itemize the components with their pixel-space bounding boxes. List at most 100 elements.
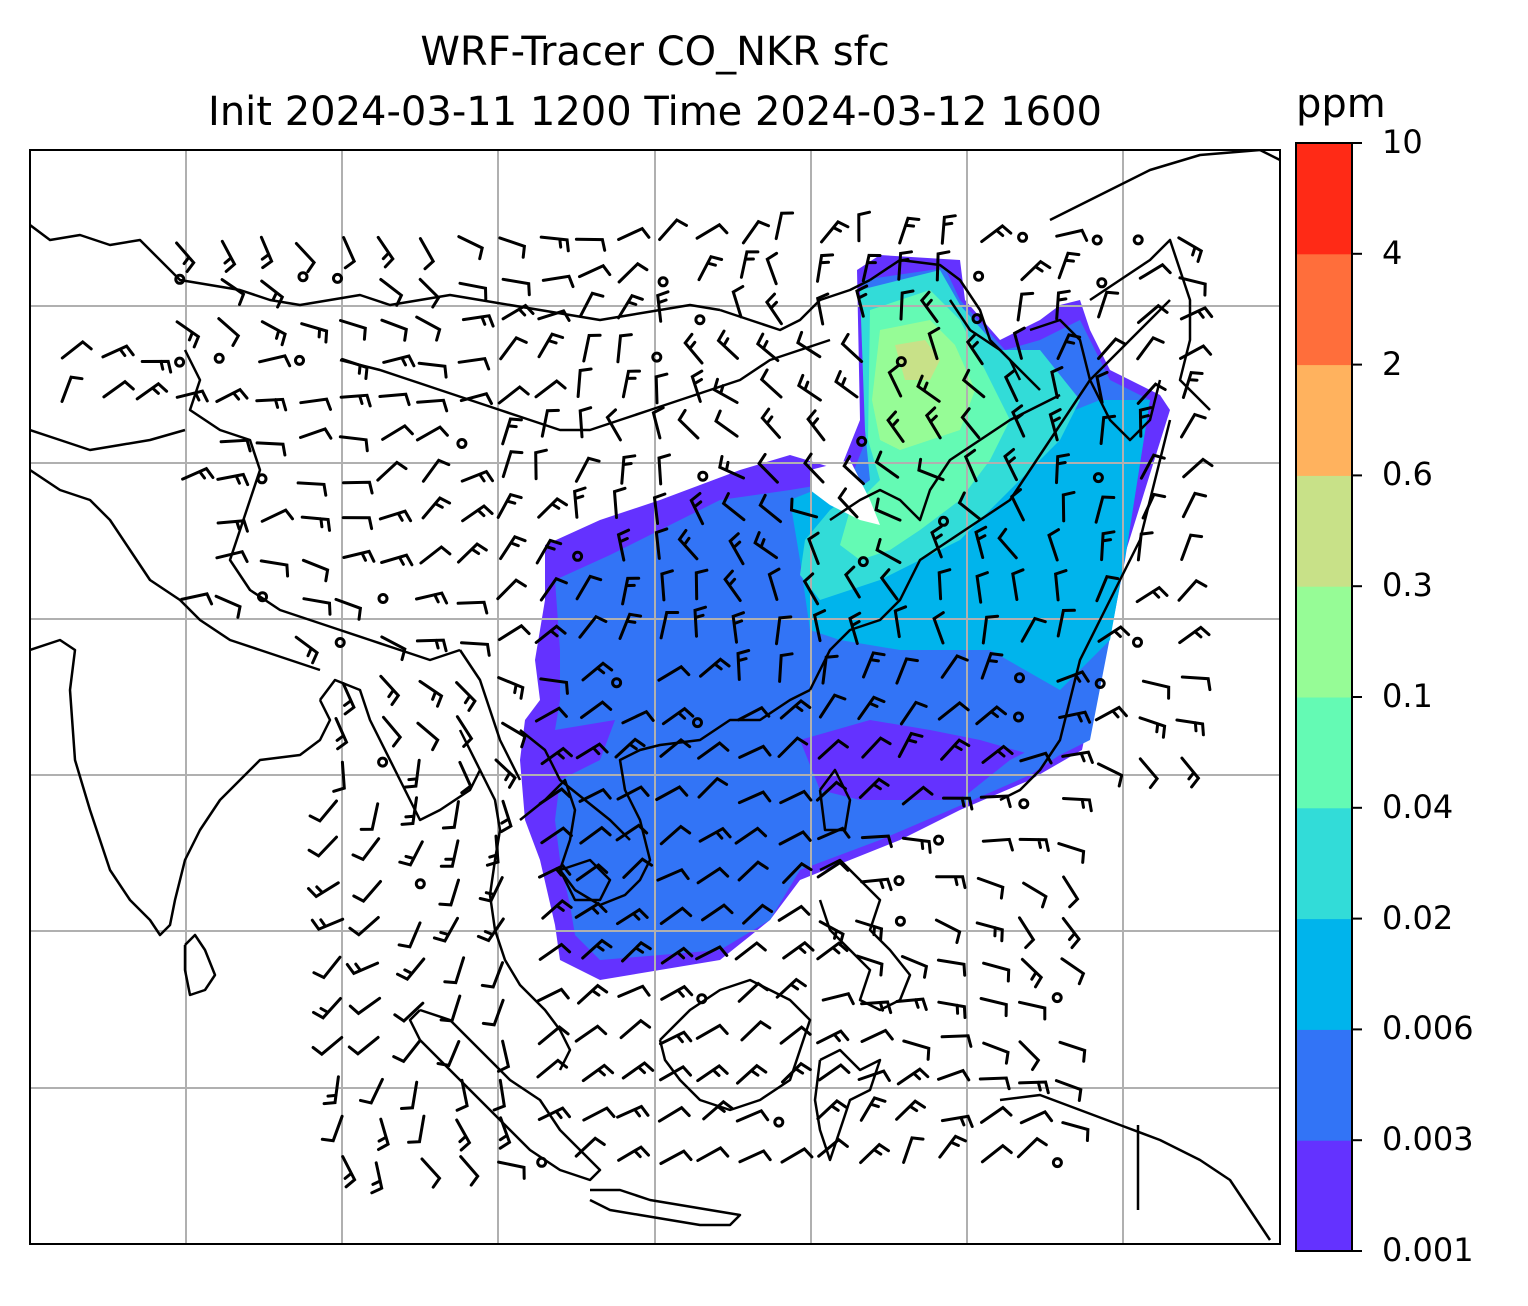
wind-barb [731,611,745,644]
wind-barb [407,1114,426,1144]
wind-barb [348,916,380,937]
wind-barb [377,1117,390,1151]
wind-barb [916,374,941,403]
wind-barb [714,409,739,438]
wind-barb [575,863,609,882]
wind-barb [1097,337,1127,360]
calm-circle [377,756,389,768]
wind-barb [807,531,820,565]
wind-barb [979,794,1012,809]
wind-barb [616,1104,650,1119]
wind-barb [896,1067,930,1086]
border-himalaya [30,468,321,672]
wind-barb [816,941,849,961]
wind-barb [378,509,413,523]
wind-barb [577,983,609,1005]
wind-barb [816,1029,850,1045]
wind-barb [439,839,460,868]
wind-barb [937,700,970,721]
wind-barb [900,955,929,979]
wind-barb [1020,616,1047,643]
wind-barb [541,898,573,920]
wind-barb [767,567,781,601]
wind-barb [728,532,745,566]
calm-circle [1132,234,1144,246]
wind-barb [759,368,783,399]
calm-circle [696,993,708,1005]
wind-barb [461,504,494,523]
colorbar-tick-label: 0.04 [1382,787,1454,826]
coast-hainan [558,858,612,902]
wind-barb [535,538,563,565]
wind-barb [1022,881,1048,909]
wind-barb [777,904,811,922]
wind-barb [796,373,822,402]
coast-sumatra [408,1008,602,1182]
wind-barb [416,721,440,752]
wind-barb [1136,531,1154,562]
wind-barb [415,315,442,342]
wind-barb [1097,290,1120,319]
calm-circle [456,438,468,449]
wind-barb [393,1001,425,1023]
wind-barb [659,1030,693,1046]
wind-barb [441,800,460,830]
calm-circle [1094,678,1106,689]
wind-barb [617,1145,650,1162]
wind-barb [536,1058,569,1079]
wind-barb [540,408,560,438]
border-myanmar [458,649,522,781]
colorbar-tick-label: 0.001 [1382,1231,1474,1269]
wind-barb [345,961,380,976]
wind-barb [621,709,655,725]
wind-barb [539,235,570,253]
wind-barb [758,493,782,524]
wind-barb [1047,528,1060,562]
wind-barb [140,359,173,374]
wind-barb [858,777,890,799]
coast-korea [1029,318,1162,442]
calm-circle [1051,992,1063,1004]
wind-barb [392,1039,422,1064]
wind-barb [859,1142,890,1165]
wind-barb [755,332,780,362]
wind-barb [497,623,531,642]
wind-barb [415,425,449,442]
colorbar-tick-label: 10 [1382,123,1423,161]
wind-barb [937,1000,967,1019]
wind-barb [699,657,731,678]
wind-barb [400,796,418,826]
wind-barb [932,611,945,645]
wind-barb [439,994,462,1023]
wind-barb [659,1064,692,1082]
wind-barb [537,1106,571,1121]
wind-barb [875,538,902,564]
wind-barb [737,860,769,882]
wind-barb [1055,453,1070,485]
wind-barb [60,339,93,360]
wind-barb [982,961,1011,983]
wind-barb [694,568,709,601]
wind-barb [817,826,851,841]
wind-barb [312,997,342,1020]
wind-barb [478,876,504,903]
colorbar-segment [1296,918,1352,1030]
wind-barb [618,612,643,640]
wind-barb [982,1041,1010,1065]
wind-barb [683,332,704,365]
wind-barb [501,721,527,749]
wind-barb [617,293,644,320]
wind-barb [817,1137,849,1158]
wind-barb [1016,1136,1048,1159]
wind-barb [660,984,694,1001]
wind-barb [736,1063,768,1085]
wind-barb [418,237,436,271]
wind-barb [578,614,608,639]
wind-barb [940,1034,973,1048]
coast-borneo [658,978,812,1112]
colorbar-segment [1296,586,1352,698]
calm-circle [895,356,907,368]
border-mongolia-south [339,338,831,432]
wind-barb [656,867,690,882]
wind-barb [981,614,1000,645]
